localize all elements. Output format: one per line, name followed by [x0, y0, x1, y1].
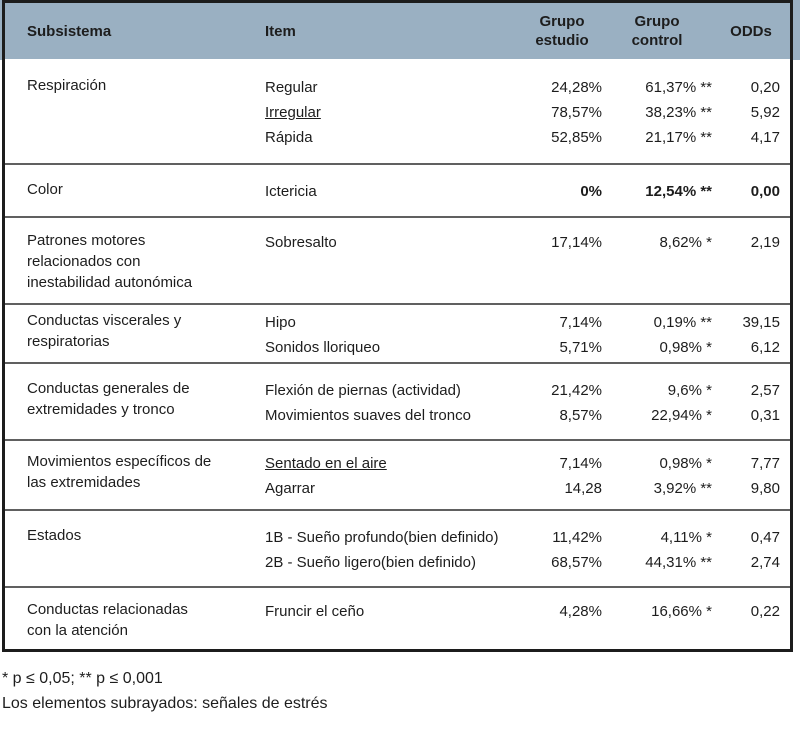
control-value: 0,98% *: [659, 455, 712, 472]
item-label: Hipo: [265, 314, 296, 331]
item-label: Sonidos lloriqueo: [265, 339, 381, 356]
subsystem-label: Conductas viscerales y respiratorias: [27, 312, 182, 350]
subsystem-label: Respiración: [27, 77, 107, 94]
study-value: 7,14%: [559, 455, 602, 472]
control-value: 61,37% **: [645, 79, 712, 96]
col-header-grupo-control: Grupo control: [631, 13, 683, 49]
section-conductas-generales: Conductas generales de extremidades y tr…: [5, 362, 790, 439]
table-row: Ictericia 0% 12,54% ** 0,00: [265, 179, 790, 204]
item-label: Flexión de piernas (actividad): [265, 382, 461, 399]
item-label-underlined: Irregular: [265, 104, 321, 121]
table-row: 1B - Sueño profundo(bien definido) 11,42…: [265, 525, 790, 550]
table-row: Regular 24,28% 61,37% ** 0,20: [265, 75, 790, 100]
table-row: Movimientos suaves del tronco 8,57% 22,9…: [265, 403, 790, 428]
odds-value: 0,20: [750, 79, 780, 96]
subsystem-label: Patrones motores relacionados con inesta…: [27, 232, 193, 291]
results-table: Subsistema Item Grupo estudio Grupo cont…: [2, 0, 793, 652]
odds-value: 2,57: [750, 382, 780, 399]
study-value: 8,57%: [559, 407, 602, 424]
odds-value: 0,47: [750, 529, 780, 546]
study-value: 5,71%: [559, 339, 602, 356]
control-value: 8,62% *: [659, 234, 712, 251]
odds-value: 0,31: [750, 407, 780, 424]
table-row: Flexión de piernas (actividad) 21,42% 9,…: [265, 378, 790, 403]
odds-value: 7,77: [750, 455, 780, 472]
section-patrones-motores: Patrones motores relacionados con inesta…: [5, 216, 790, 303]
table-row: Sobresalto 17,14% 8,62% * 2,19: [265, 230, 790, 255]
item-label: Ictericia: [265, 183, 317, 200]
item-label: Regular: [265, 79, 318, 96]
control-value: 0,98% *: [659, 339, 712, 356]
col-header-grupo-estudio: Grupo estudio: [535, 13, 589, 49]
footnote-underline-note: Los elementos subrayados: señales de est…: [2, 695, 328, 712]
odds-value: 0,00: [750, 183, 780, 200]
study-value: 78,57%: [551, 104, 602, 121]
item-label: Agarrar: [265, 480, 316, 497]
item-label: 2B - Sueño ligero(bien definido): [265, 554, 476, 571]
footnotes: * p ≤ 0,05; ** p ≤ 0,001 Los elementos s…: [2, 666, 800, 716]
table-header-row: Subsistema Item Grupo estudio Grupo cont…: [5, 3, 790, 59]
study-value: 11,42%: [552, 529, 602, 546]
subsystem-label: Color: [27, 181, 63, 198]
control-value: 22,94% *: [651, 407, 712, 424]
odds-value: 9,80: [750, 480, 780, 497]
odds-value: 2,74: [750, 554, 780, 571]
item-label: Sobresalto: [265, 234, 337, 251]
control-value: 3,92% **: [653, 480, 712, 497]
subsystem-label: Conductas relacionadas con la atención: [27, 601, 188, 639]
footnote-significance: * p ≤ 0,05; ** p ≤ 0,001: [2, 670, 163, 687]
control-value: 9,6% *: [667, 382, 712, 399]
section-respiracion: Respiración Regular 24,28% 61,37% ** 0,2…: [5, 59, 790, 163]
table-row: Agarrar 14,28 3,92% ** 9,80: [265, 476, 790, 501]
control-value: 0,19% **: [653, 314, 712, 331]
item-label: Fruncir el ceño: [265, 603, 365, 620]
table-row: Sentado en el aire 7,14% 0,98% * 7,77: [265, 451, 790, 476]
section-conductas-atencion: Conductas relacionadas con la atención F…: [5, 586, 790, 649]
control-value: 38,23% **: [645, 104, 712, 121]
table-row: 2B - Sueño ligero(bien definido) 68,57% …: [265, 550, 790, 575]
study-value: 17,14%: [551, 234, 602, 251]
odds-value: 0,22: [750, 603, 780, 620]
item-label: 1B - Sueño profundo(bien definido): [265, 529, 499, 546]
table-row: Fruncir el ceño 4,28% 16,66% * 0,22: [265, 599, 790, 624]
odds-value: 6,12: [750, 339, 780, 356]
study-value: 21,42%: [551, 382, 602, 399]
section-movimientos-especificos: Movimientos específicos de las extremida…: [5, 439, 790, 509]
col-header-odds: ODDs: [730, 22, 772, 40]
section-conductas-viscerales: Conductas viscerales y respiratorias Hip…: [5, 303, 790, 362]
table-row: Irregular 78,57% 38,23% ** 5,92: [265, 100, 790, 125]
odds-value: 4,17: [750, 129, 780, 146]
table-row: Rápida 52,85% 21,17% ** 4,17: [265, 125, 790, 150]
odds-value: 5,92: [750, 104, 780, 121]
subsystem-label: Estados: [27, 527, 82, 544]
odds-value: 39,15: [742, 314, 780, 331]
control-value: 4,11% *: [660, 529, 712, 546]
study-value: 7,14%: [559, 314, 602, 331]
control-value: 44,31% **: [645, 554, 712, 571]
table-row: Hipo 7,14% 0,19% ** 39,15: [265, 310, 790, 335]
study-value: 52,85%: [551, 129, 602, 146]
item-label: Movimientos suaves del tronco: [265, 407, 471, 424]
section-color: Color Ictericia 0% 12,54% ** 0,00: [5, 163, 790, 216]
study-value: 0%: [580, 183, 602, 200]
odds-value: 2,19: [750, 234, 780, 251]
control-value: 12,54% **: [645, 183, 712, 200]
col-header-subsistema: Subsistema: [27, 22, 112, 40]
study-value: 68,57%: [551, 554, 602, 571]
table-row: Sonidos lloriqueo 5,71% 0,98% * 6,12: [265, 335, 790, 360]
study-value: 4,28%: [559, 603, 602, 620]
study-value: 14,28: [564, 480, 602, 497]
control-value: 21,17% **: [645, 129, 712, 146]
item-label: Rápida: [265, 129, 313, 146]
subsystem-label: Movimientos específicos de las extremida…: [27, 453, 212, 491]
study-value: 24,28%: [551, 79, 602, 96]
section-estados: Estados 1B - Sueño profundo(bien definid…: [5, 509, 790, 586]
col-header-item: Item: [265, 22, 296, 40]
subsystem-label: Conductas generales de extremidades y tr…: [27, 380, 190, 418]
item-label-underlined: Sentado en el aire: [265, 455, 387, 472]
control-value: 16,66% *: [651, 603, 712, 620]
